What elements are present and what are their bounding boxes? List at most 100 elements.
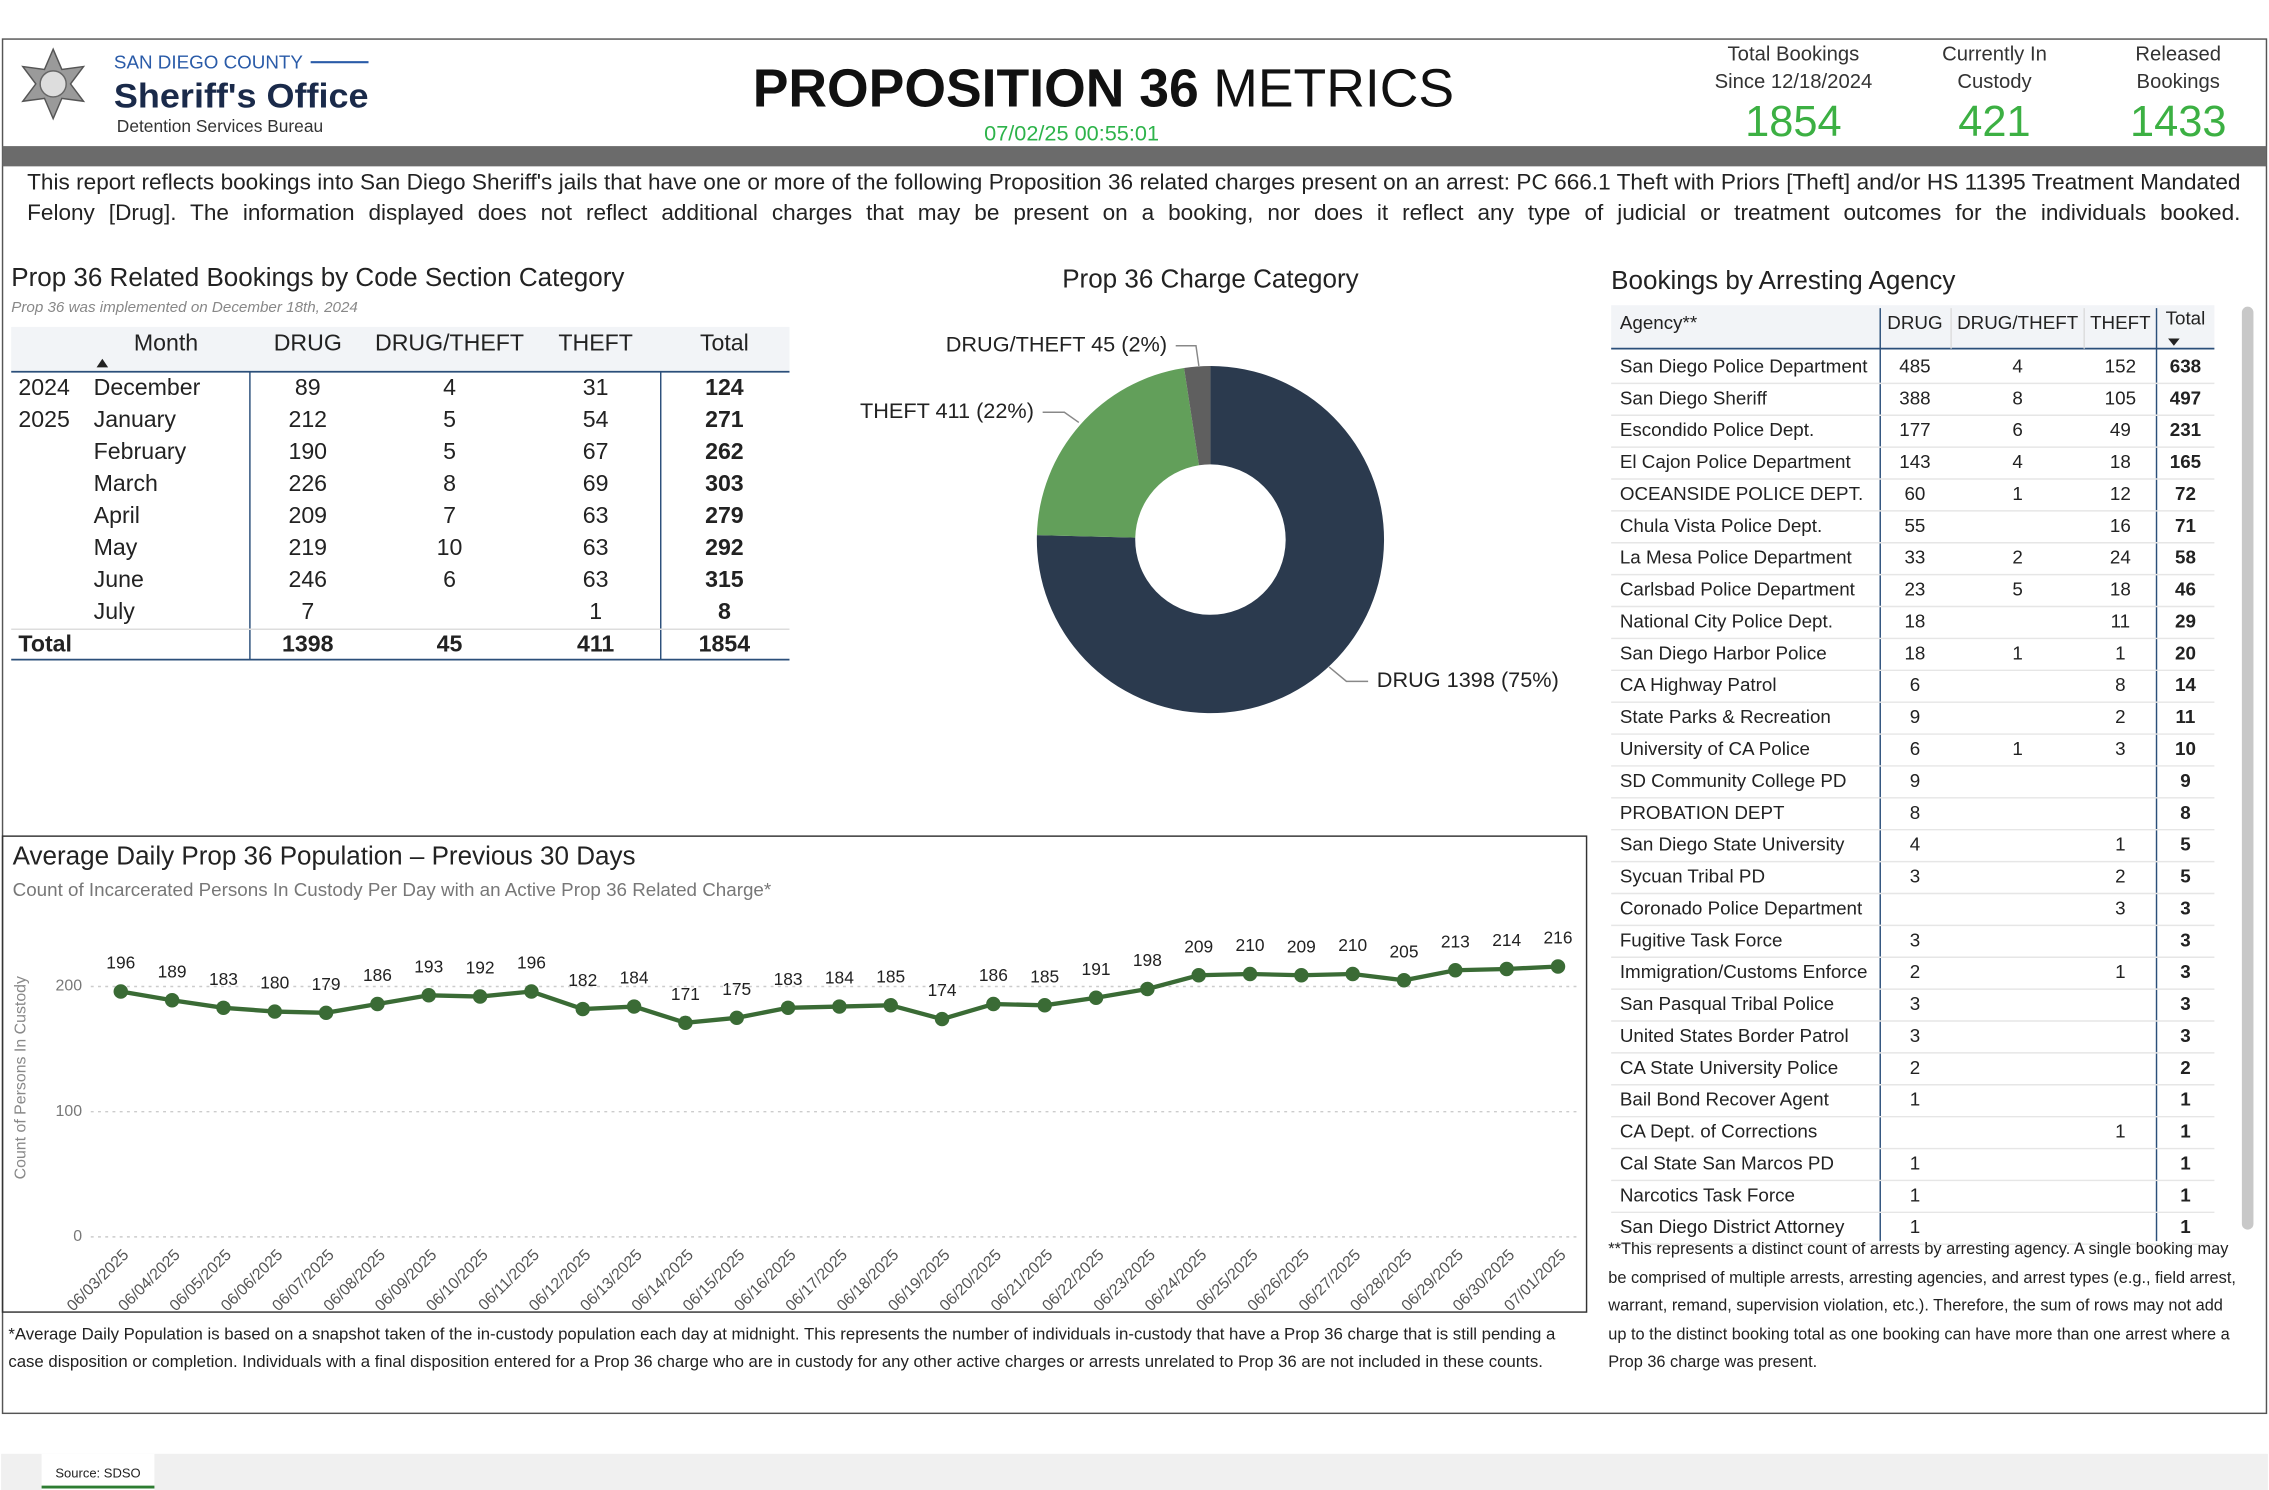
number-cell: 1 — [1910, 1184, 1920, 1205]
kpi-label: Custody — [1957, 71, 2032, 93]
agency-cell: United States Border Patrol — [1620, 1025, 1849, 1046]
number-cell: 1 — [589, 598, 602, 624]
number-cell: 6 — [1910, 738, 1920, 759]
agency-cell: San Diego State University — [1620, 834, 1845, 855]
agency-cell: El Cajon Police Department — [1620, 451, 1852, 472]
number-cell: 143 — [1899, 451, 1930, 472]
number-cell: 1 — [2012, 738, 2022, 759]
org-name: Sheriff's Office — [114, 78, 369, 116]
tab[interactable] — [41, 1453, 155, 1490]
number-cell: 29 — [2175, 610, 2196, 631]
number-cell: 3 — [1910, 993, 1920, 1014]
number-cell: 1 — [2180, 1089, 2190, 1110]
number-cell: 1 — [2115, 642, 2125, 663]
number-cell: 1 — [2115, 834, 2125, 855]
number-cell: 46 — [2175, 579, 2196, 600]
number-cell: 7 — [443, 502, 456, 528]
chart-subtitle: Count of Incarcerated Persons In Custody… — [13, 879, 772, 900]
number-cell: 63 — [583, 566, 609, 592]
point — [1448, 963, 1463, 978]
number-cell: 54 — [583, 406, 609, 432]
number-cell: 1 — [2012, 483, 2022, 504]
data-label: 174 — [928, 980, 957, 1000]
number-cell: 24 — [2110, 547, 2131, 568]
y-tick-label: 0 — [73, 1228, 82, 1245]
agency-cell: CA State University Police — [1620, 1057, 1838, 1078]
number-cell: 6 — [2012, 419, 2022, 440]
number-cell: 9 — [2180, 770, 2190, 791]
number-cell: 3 — [2180, 993, 2190, 1014]
number-cell: 8 — [2012, 387, 2022, 408]
number-cell: 5 — [2012, 579, 2022, 600]
number-cell: 10 — [437, 534, 463, 560]
point — [1550, 959, 1566, 974]
point — [780, 1000, 796, 1016]
number-cell: 18 — [2110, 579, 2131, 600]
data-label: 196 — [106, 953, 135, 973]
number-cell: 2 — [1910, 1057, 1920, 1078]
total-cell: 45 — [437, 630, 463, 656]
number-cell: 2 — [1910, 961, 1920, 982]
number-cell: 6 — [1910, 674, 1920, 695]
data-label: 182 — [568, 970, 597, 990]
number-cell: 4 — [2012, 355, 2022, 376]
number-cell: 219 — [288, 534, 327, 560]
chart-title: Prop 36 Charge Category — [1062, 264, 1358, 294]
number-cell: 124 — [705, 374, 744, 400]
point — [678, 1015, 693, 1031]
number-cell: 5 — [2180, 834, 2190, 855]
number-cell: 3 — [1910, 1025, 1920, 1046]
data-label: 196 — [517, 953, 546, 973]
number-cell: 226 — [288, 470, 327, 496]
agency-cell: San Diego Harbor Police — [1620, 642, 1827, 663]
description-box: This report reflects bookings into San D… — [27, 171, 2240, 226]
tab-label[interactable]: Source: SDSO — [55, 1466, 140, 1481]
number-cell: 63 — [583, 502, 609, 528]
data-label: 191 — [1082, 959, 1111, 979]
number-cell: 3 — [2180, 929, 2190, 950]
data-label: 183 — [774, 969, 803, 989]
number-cell: 16 — [2110, 515, 2131, 536]
number-cell: 33 — [1904, 547, 1925, 568]
number-cell: 9 — [1910, 706, 1920, 727]
number-cell: 20 — [2175, 642, 2196, 663]
agency-cell: San Pasqual Tribal Police — [1620, 993, 1834, 1014]
data-label: 192 — [466, 958, 495, 978]
number-cell: 12 — [2110, 483, 2131, 504]
point — [1396, 973, 1412, 988]
agency-footnote: **This represents a distinct count of ar… — [1608, 1241, 2236, 1372]
month-cell: January — [94, 406, 177, 432]
point — [267, 1004, 283, 1019]
point — [626, 999, 642, 1014]
logo — [21, 47, 86, 121]
header-bar — [2, 146, 2267, 167]
scrollbar[interactable] — [2241, 306, 2254, 1230]
data-label: 205 — [1390, 941, 1419, 961]
table-header-bg — [11, 326, 790, 372]
agency-cell: OCEANSIDE POLICE DEPT. — [1620, 483, 1863, 504]
point — [370, 996, 385, 1012]
agency-cell: State Parks & Recreation — [1620, 706, 1831, 727]
kpi-label: Currently In — [1942, 43, 2047, 65]
data-label: 193 — [414, 956, 443, 976]
point — [883, 998, 898, 1013]
number-cell: 177 — [1899, 419, 1930, 440]
number-cell: 4 — [1910, 834, 1920, 855]
data-label: 183 — [209, 969, 238, 989]
agency-cell: La Mesa Police Department — [1620, 547, 1853, 568]
data-label: 185 — [876, 966, 905, 986]
point — [318, 1005, 334, 1021]
y-tick-label: 200 — [56, 978, 83, 995]
data-label: 213 — [1441, 931, 1470, 951]
sort-arrow — [96, 358, 109, 368]
data-label: 184 — [620, 968, 649, 988]
column-header: DRUG — [1887, 312, 1942, 333]
footnote-box: *Average Daily Population is based on a … — [8, 1325, 1555, 1371]
point — [216, 1000, 231, 1016]
number-cell: 58 — [2175, 547, 2196, 568]
number-cell: 63 — [583, 534, 609, 560]
number-cell: 279 — [705, 502, 744, 528]
agency-cell: Carlsbad Police Department — [1620, 579, 1856, 600]
leader-line — [1328, 666, 1369, 683]
